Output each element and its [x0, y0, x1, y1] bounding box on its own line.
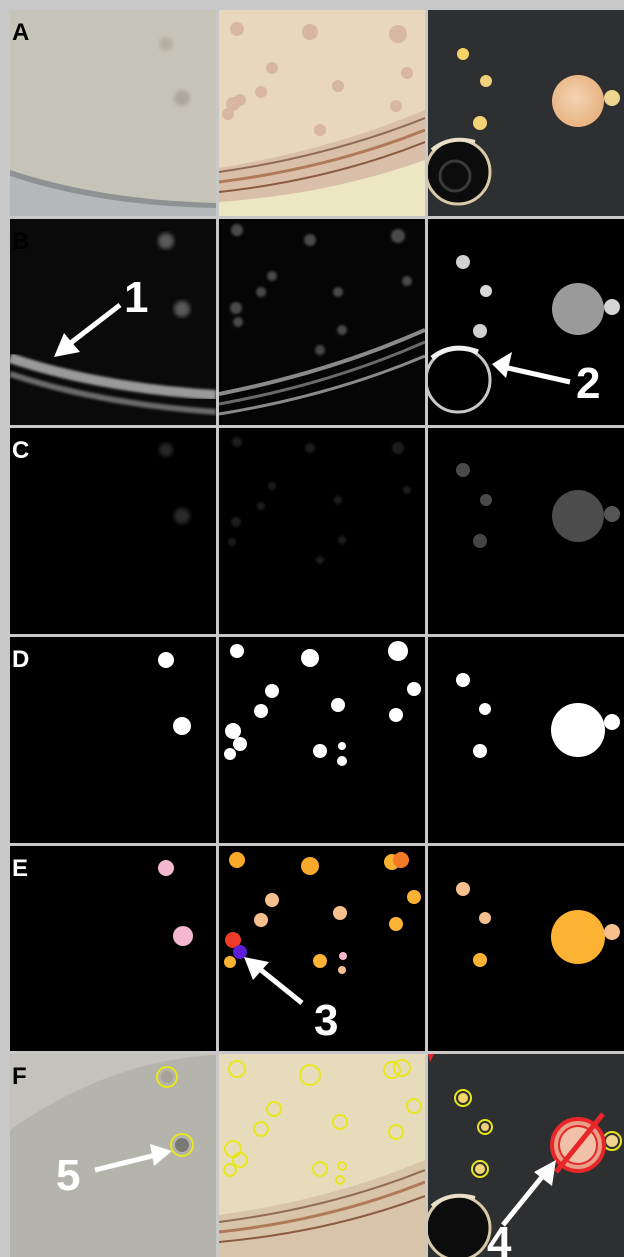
- annotation-4: 4: [487, 1218, 512, 1257]
- row-label-e: E: [12, 855, 28, 882]
- annotation-labels: 1 2 3 4 5: [56, 273, 600, 1257]
- row-d: D: [10, 637, 624, 843]
- row-b: B: [10, 219, 624, 425]
- panel-d-1: [10, 637, 216, 843]
- panel-d-2: [219, 637, 425, 843]
- row-label-d: D: [12, 646, 29, 673]
- row-c: C: [10, 428, 624, 634]
- panel-c-1: [10, 428, 216, 634]
- panel-e-1: [10, 846, 216, 1051]
- annotation-arrows: [54, 303, 571, 1227]
- row-e: E: [10, 846, 624, 1051]
- annotation-3: 3: [314, 996, 338, 1045]
- row-label-c: C: [12, 437, 29, 464]
- annotation-2: 2: [576, 359, 600, 408]
- row-a: A: [10, 10, 624, 216]
- row-label-a: A: [12, 19, 29, 46]
- panel-c-2: [219, 428, 425, 634]
- row-label-b: B: [12, 228, 29, 255]
- panel-e-2: [219, 846, 425, 1051]
- annotation-1: 1: [124, 273, 148, 322]
- panel-b-2: [219, 219, 425, 425]
- row-f: F: [10, 1054, 624, 1257]
- annotation-5: 5: [56, 1151, 80, 1200]
- row-label-f: F: [12, 1063, 27, 1090]
